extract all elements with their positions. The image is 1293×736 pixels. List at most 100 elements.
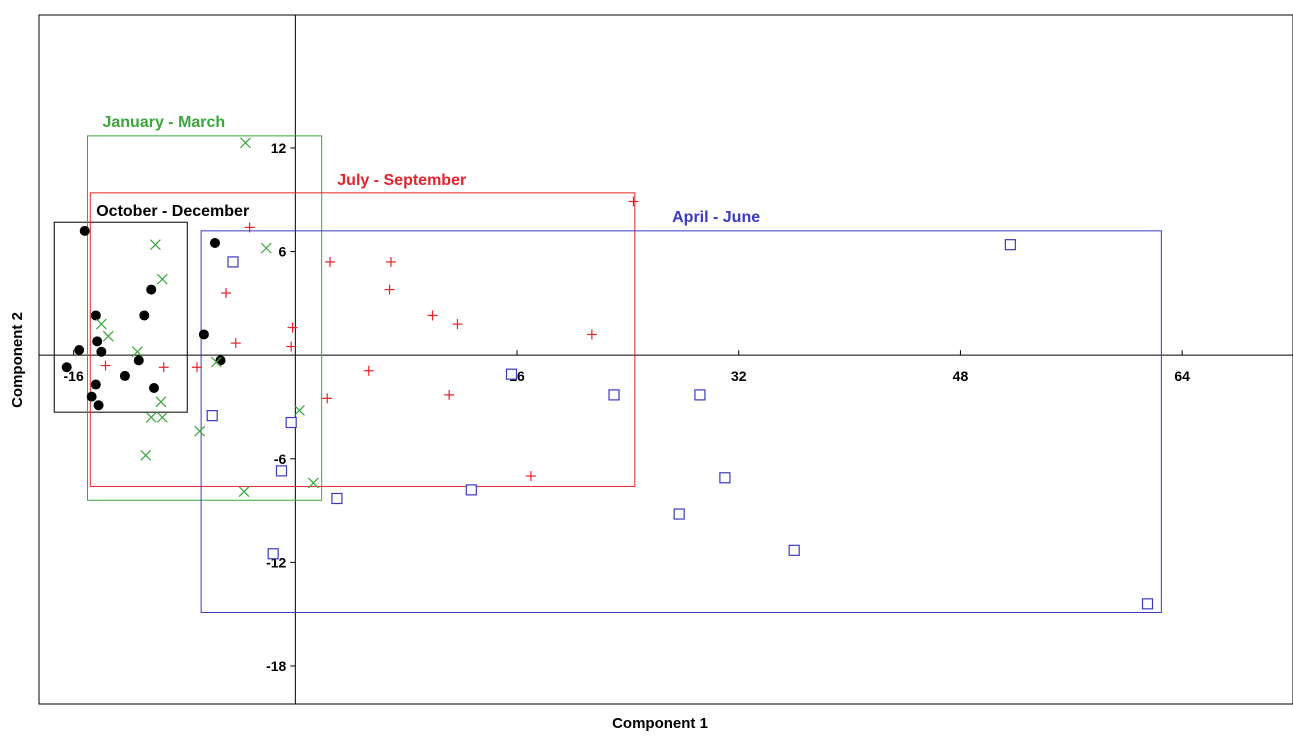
- data-point: [95, 318, 107, 330]
- y-tick-label: -18: [266, 658, 286, 674]
- data-point: [444, 389, 455, 400]
- data-point: [230, 338, 241, 349]
- data-point: [156, 273, 168, 285]
- x-marker-stroke: [145, 411, 157, 423]
- data-point: [452, 319, 463, 330]
- data-point: [788, 544, 800, 556]
- data-point: [525, 471, 536, 482]
- group-box: [53, 221, 188, 413]
- data-point: [102, 330, 114, 342]
- data-point: [139, 310, 150, 321]
- data-point: [608, 389, 620, 401]
- data-point: [96, 346, 107, 357]
- data-point: [465, 484, 477, 496]
- data-point: [322, 393, 333, 404]
- data-point: [673, 508, 685, 520]
- data-point: [191, 362, 202, 373]
- data-point: [427, 310, 438, 321]
- data-point: [146, 284, 157, 295]
- data-point: [194, 425, 206, 437]
- data-point: [92, 336, 103, 347]
- data-point: [286, 341, 297, 352]
- data-point: [260, 242, 272, 254]
- x-marker-stroke: [155, 396, 167, 408]
- x-marker-stroke: [210, 356, 222, 368]
- data-point: [149, 382, 160, 393]
- data-point: [1141, 598, 1154, 610]
- group-label: October - December: [96, 203, 249, 220]
- data-point: [209, 237, 220, 248]
- y-axis-title: Component 2: [9, 312, 26, 408]
- axes: -1616324864126-6-12-18: [39, 15, 1293, 704]
- x-tick-label: 32: [731, 368, 747, 384]
- data-point: [206, 410, 218, 422]
- data-point: [719, 472, 731, 484]
- data-point: [238, 486, 250, 498]
- data-point: [324, 256, 335, 267]
- y-tick-label: 12: [271, 140, 287, 156]
- group-label: January - March: [102, 114, 225, 131]
- data-point: [331, 492, 343, 505]
- data-point: [93, 400, 104, 411]
- data-point: [155, 396, 167, 408]
- data-point: [74, 345, 85, 356]
- data-point: [384, 284, 395, 295]
- x-marker-stroke: [131, 346, 143, 358]
- x-marker-stroke: [156, 273, 168, 285]
- group-box: [200, 230, 1162, 613]
- x-marker-stroke: [260, 242, 272, 254]
- data-point: [79, 225, 90, 236]
- data-point: [240, 137, 251, 149]
- data-point: [145, 411, 157, 423]
- data-point: [221, 288, 232, 299]
- data-point: [131, 346, 143, 358]
- data-point: [385, 256, 396, 267]
- data-point: [86, 391, 97, 402]
- data-point: [100, 360, 111, 371]
- x-tick-label: 48: [953, 368, 969, 384]
- group-label: July - September: [337, 172, 466, 189]
- data-point: [133, 355, 144, 366]
- y-tick-label: -6: [274, 451, 287, 467]
- data-point: [275, 465, 288, 477]
- x-marker-stroke: [102, 330, 114, 342]
- data-point: [140, 449, 152, 461]
- data-point: [90, 310, 101, 321]
- data-point: [586, 329, 597, 340]
- data-point: [267, 548, 279, 560]
- data-point: [505, 368, 518, 380]
- x-marker-stroke: [95, 318, 107, 330]
- data-point: [210, 356, 222, 368]
- data-point: [287, 322, 298, 333]
- data-point: [156, 411, 168, 423]
- data-point: [158, 362, 169, 373]
- data-point: [694, 389, 706, 401]
- data-point: [149, 239, 161, 251]
- x-marker-stroke: [307, 477, 319, 489]
- data-points: [61, 137, 1154, 610]
- x-tick-label: -16: [64, 368, 84, 384]
- data-point: [1004, 239, 1016, 251]
- data-point: [227, 256, 239, 268]
- data-point: [90, 379, 101, 390]
- x-marker-stroke: [238, 486, 250, 498]
- data-point: [307, 477, 319, 489]
- data-point: [198, 329, 209, 340]
- x-axis-title: Component 1: [612, 715, 708, 732]
- data-point: [285, 416, 297, 429]
- data-point: [119, 370, 130, 381]
- x-marker-stroke: [294, 405, 305, 416]
- x-marker-stroke: [140, 449, 152, 461]
- group-label: April - June: [672, 209, 760, 226]
- x-marker-stroke: [149, 239, 161, 251]
- data-point: [61, 362, 72, 373]
- data-point: [215, 355, 226, 366]
- data-point: [244, 222, 255, 233]
- group-labels: October - December January - March July - …: [96, 114, 760, 226]
- y-tick-label: 6: [279, 244, 287, 260]
- plot-frame: [38, 14, 1293, 705]
- group-boxes: [53, 135, 1162, 613]
- data-point: [294, 405, 305, 416]
- x-tick-label: 64: [1174, 368, 1190, 384]
